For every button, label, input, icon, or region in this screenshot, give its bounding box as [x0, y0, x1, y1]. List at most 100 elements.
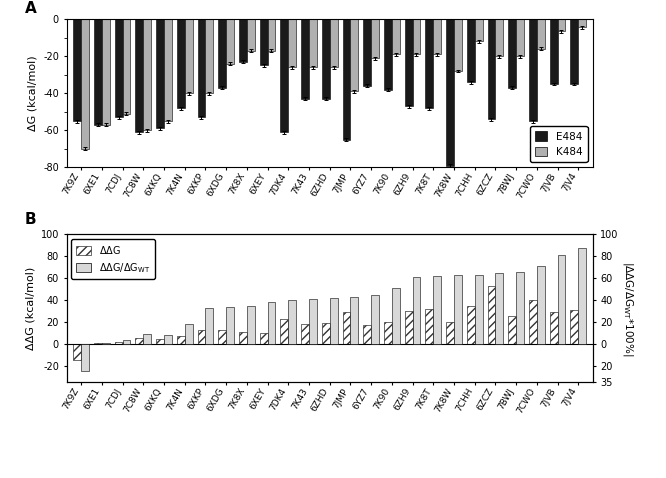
Y-axis label: ΔΔG (kcal/mol): ΔΔG (kcal/mol): [25, 267, 35, 350]
Bar: [516, 272, 524, 344]
Bar: [205, 308, 213, 344]
Bar: [218, 330, 226, 344]
Text: B: B: [25, 212, 36, 227]
Bar: [156, 19, 164, 129]
Bar: [467, 305, 475, 344]
Bar: [123, 339, 131, 344]
Bar: [405, 311, 412, 344]
Bar: [184, 19, 192, 93]
Bar: [198, 19, 205, 118]
Bar: [260, 19, 268, 65]
Bar: [205, 19, 213, 93]
Bar: [322, 19, 330, 99]
Bar: [412, 19, 420, 54]
Bar: [143, 334, 151, 344]
Legend: $\Delta\Delta$G, $\Delta\Delta$G/$\Delta$G$_{\mathregular{WT}}$: $\Delta\Delta$G, $\Delta\Delta$G/$\Delta…: [71, 239, 155, 279]
Bar: [198, 330, 205, 344]
Bar: [268, 302, 276, 344]
Bar: [73, 344, 81, 360]
Bar: [384, 322, 392, 344]
Bar: [488, 286, 496, 344]
Bar: [529, 19, 537, 121]
Bar: [280, 19, 288, 132]
Bar: [405, 19, 412, 106]
Bar: [488, 19, 496, 119]
Bar: [578, 19, 586, 27]
Bar: [342, 19, 350, 140]
Bar: [81, 344, 89, 371]
Bar: [537, 266, 545, 344]
Bar: [392, 19, 400, 54]
Bar: [102, 19, 110, 125]
Bar: [454, 275, 462, 344]
Bar: [426, 309, 434, 344]
Bar: [239, 332, 247, 344]
Bar: [309, 19, 317, 67]
Bar: [446, 322, 454, 344]
Bar: [496, 272, 503, 344]
Bar: [184, 324, 192, 344]
Bar: [94, 343, 102, 344]
Bar: [176, 336, 184, 344]
Bar: [115, 19, 123, 118]
Bar: [330, 19, 338, 67]
Bar: [350, 297, 358, 344]
Bar: [156, 339, 164, 344]
Bar: [549, 19, 557, 84]
Bar: [508, 19, 516, 87]
Bar: [475, 19, 483, 42]
Bar: [570, 310, 578, 344]
Bar: [226, 306, 234, 344]
Bar: [350, 19, 358, 91]
Y-axis label: |$\Delta\Delta$G/$\Delta$G$_{\mathregular{WT}}$*100%|: |$\Delta\Delta$G/$\Delta$G$_{\mathregula…: [621, 261, 635, 356]
Legend: E484, K484: E484, K484: [529, 126, 587, 162]
Text: A: A: [25, 1, 36, 16]
Bar: [363, 19, 371, 86]
Bar: [322, 323, 330, 344]
Bar: [434, 19, 441, 54]
Bar: [309, 299, 317, 344]
Bar: [557, 19, 565, 31]
Bar: [342, 312, 350, 344]
Bar: [467, 19, 475, 82]
Bar: [260, 333, 268, 344]
Y-axis label: ΔG (kcal/mol): ΔG (kcal/mol): [27, 55, 37, 131]
Bar: [371, 295, 379, 344]
Bar: [412, 277, 420, 344]
Bar: [537, 19, 545, 49]
Bar: [496, 19, 503, 56]
Bar: [247, 19, 254, 51]
Bar: [164, 335, 172, 344]
Bar: [102, 343, 110, 344]
Bar: [176, 19, 184, 108]
Bar: [73, 19, 81, 121]
Bar: [280, 319, 288, 344]
Bar: [557, 255, 565, 344]
Bar: [239, 19, 247, 62]
Bar: [123, 19, 131, 114]
Bar: [578, 249, 586, 344]
Bar: [549, 312, 557, 344]
Bar: [475, 275, 483, 344]
Bar: [434, 276, 441, 344]
Bar: [288, 300, 296, 344]
Bar: [454, 19, 462, 71]
Bar: [94, 19, 102, 125]
Bar: [529, 300, 537, 344]
Bar: [115, 342, 123, 344]
Bar: [446, 19, 454, 165]
Bar: [570, 19, 578, 84]
Bar: [508, 316, 516, 344]
Bar: [288, 19, 296, 67]
Bar: [301, 19, 309, 99]
Bar: [81, 19, 89, 149]
Bar: [301, 324, 309, 344]
Bar: [384, 19, 392, 89]
Bar: [164, 19, 172, 121]
Bar: [135, 338, 143, 344]
Bar: [143, 19, 151, 130]
Bar: [371, 19, 379, 58]
Bar: [330, 298, 338, 344]
Bar: [426, 19, 434, 108]
Bar: [268, 19, 276, 51]
